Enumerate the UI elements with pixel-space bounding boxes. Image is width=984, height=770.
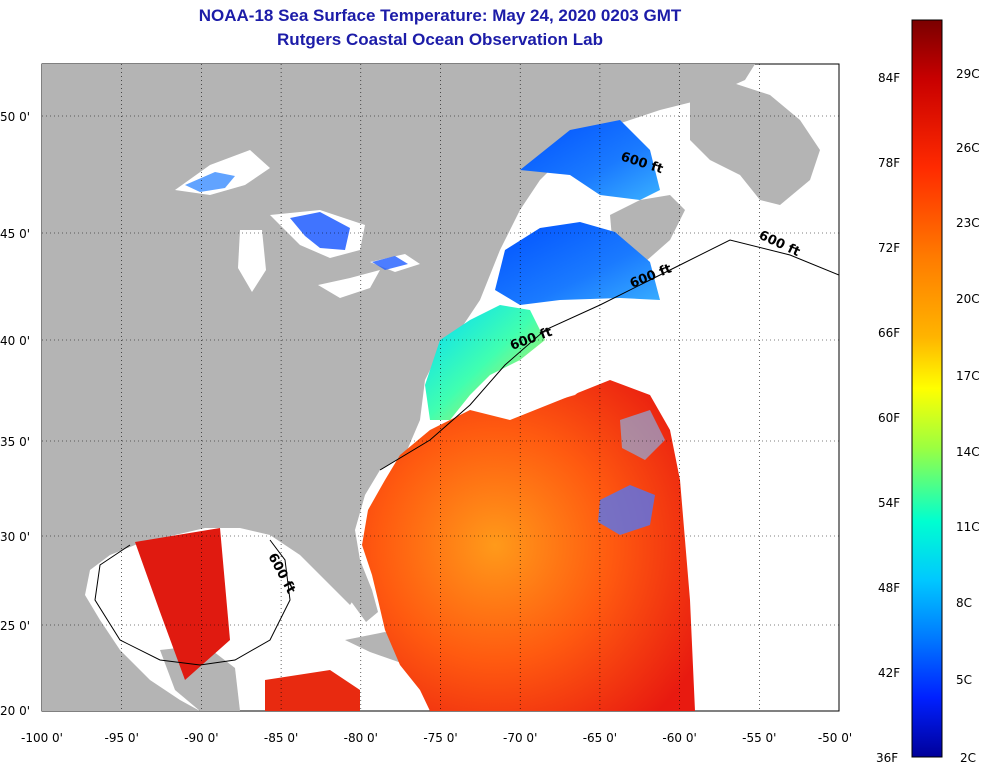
atlantic-canada-land — [690, 82, 820, 205]
fahrenheit-label: 66F — [878, 326, 900, 340]
cool-eddy-patch-2 — [620, 410, 665, 460]
lon-tick-label: -65 0' — [583, 731, 617, 745]
fahrenheit-label: 72F — [878, 241, 900, 255]
fahrenheit-label: 60F — [878, 411, 900, 425]
lon-tick-label: -70 0' — [503, 731, 537, 745]
fahrenheit-label: 84F — [878, 71, 900, 85]
map-subtitle: Rutgers Coastal Ocean Observation Lab — [277, 30, 603, 49]
warm-ocean-water — [362, 380, 695, 711]
lon-tick-label: -95 0' — [105, 731, 139, 745]
florida-land — [330, 530, 378, 622]
lat-tick-label: 20 0' — [0, 704, 30, 718]
cloud-patch — [500, 355, 600, 405]
caribbean-warm-patch — [265, 670, 360, 711]
lat-tick-label: 35 0' — [0, 435, 30, 449]
celsius-label: 17C — [956, 369, 980, 383]
lake-ontario-blue — [372, 256, 408, 270]
shelf-water — [425, 305, 545, 420]
celsius-label: 5C — [956, 673, 972, 687]
fahrenheit-label: 54F — [878, 496, 900, 510]
lon-tick-label: -80 0' — [344, 731, 378, 745]
color-legend: 84F 78F 72F 66F 60F 54F 48F 42F 36F 29C … — [876, 19, 980, 765]
contour-600ft-gulf — [94, 539, 291, 666]
latitude-axis: 50 0' 45 0' 40 0' 35 0' 30 0' 25 0' 20 0… — [0, 110, 30, 718]
lat-tick-label: 40 0' — [0, 334, 30, 348]
lake-superior-blue — [185, 172, 235, 192]
celsius-label: 2C — [960, 751, 976, 765]
lon-tick-label: -55 0' — [742, 731, 776, 745]
lake-michigan — [238, 230, 266, 292]
colorbar-celsius-labels: 29C 26C 23C 20C 17C 14C 11C 8C 5C 2C — [956, 67, 980, 765]
cloud-patch-2 — [230, 535, 300, 610]
celsius-label: 26C — [956, 141, 980, 155]
lon-tick-label: -60 0' — [662, 731, 696, 745]
gulf-mexico-swath — [135, 528, 230, 680]
gulf-of-maine-water — [495, 222, 660, 305]
fahrenheit-label: 48F — [878, 581, 900, 595]
longitude-axis: -100 0' -95 0' -90 0' -85 0' -80 0' -75 … — [21, 731, 852, 745]
lon-tick-label: -75 0' — [423, 731, 457, 745]
colorbar-fahrenheit-labels: 84F 78F 72F 66F 60F 54F 48F 42F 36F — [876, 71, 900, 765]
celsius-label: 23C — [956, 216, 980, 230]
cool-eddy-patch — [598, 485, 655, 535]
colorbar — [911, 19, 943, 758]
north-america-land — [42, 64, 755, 711]
celsius-label: 29C — [956, 67, 980, 81]
celsius-label: 11C — [956, 520, 980, 534]
fahrenheit-label: 78F — [878, 156, 900, 170]
fahrenheit-label: 42F — [878, 666, 900, 680]
lake-erie — [318, 270, 380, 298]
lon-tick-label: -50 0' — [818, 731, 852, 745]
fahrenheit-label: 36F — [876, 751, 898, 765]
lon-tick-label: -100 0' — [21, 731, 63, 745]
lat-tick-label: 30 0' — [0, 530, 30, 544]
celsius-label: 20C — [956, 292, 980, 306]
grid-lines — [42, 64, 839, 711]
lake-blue-patches — [290, 212, 350, 250]
celsius-label: 8C — [956, 596, 972, 610]
celsius-label: 14C — [956, 445, 980, 459]
lon-tick-label: -85 0' — [264, 731, 298, 745]
lat-tick-label: 45 0' — [0, 227, 30, 241]
lon-tick-label: -90 0' — [184, 731, 218, 745]
map-title: NOAA-18 Sea Surface Temperature: May 24,… — [198, 6, 682, 25]
gulf-st-lawrence-water — [520, 120, 660, 200]
lat-tick-label: 25 0' — [0, 619, 30, 633]
lat-tick-label: 50 0' — [0, 110, 30, 124]
